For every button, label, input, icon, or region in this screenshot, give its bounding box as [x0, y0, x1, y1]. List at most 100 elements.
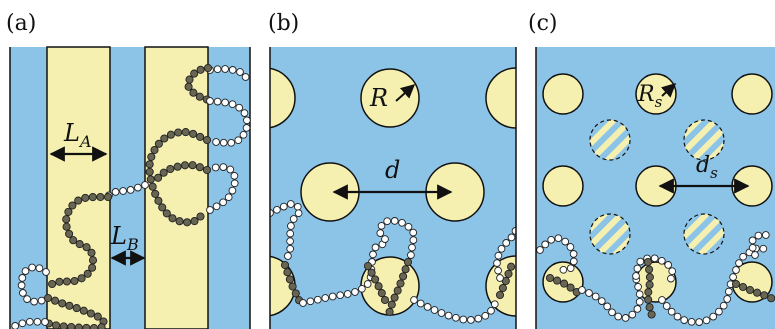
polymer-chain-a [11, 63, 251, 329]
dark-bead [154, 139, 163, 148]
light-bead [228, 100, 237, 109]
light-bead [239, 130, 248, 139]
dark-bead [168, 214, 177, 223]
light-bead [284, 252, 292, 260]
dark-bead [195, 92, 204, 101]
dark-bead [145, 167, 154, 176]
domain-b-1 [270, 67, 296, 129]
dark-bead [58, 299, 67, 308]
dark-bead [103, 192, 113, 202]
light-bead [243, 116, 251, 125]
dark-bead [154, 196, 163, 205]
light-bead [667, 307, 676, 316]
light-bead [230, 171, 239, 180]
domain-b-3 [485, 67, 516, 129]
dark-bead [196, 65, 205, 74]
domain-b-2 [360, 68, 420, 128]
light-bead [650, 254, 659, 263]
panel-a: (a) LA LB [6, 11, 251, 329]
light-bead [371, 243, 380, 252]
dark-bead [399, 272, 408, 281]
light-bead [739, 252, 747, 261]
dark-bead [553, 276, 562, 285]
dark-bead [645, 303, 654, 312]
light-bead [321, 294, 330, 302]
light-bead [748, 236, 757, 245]
light-bead [404, 222, 413, 231]
light-bead [494, 266, 502, 275]
light-bead [224, 193, 233, 202]
light-bead [754, 231, 763, 240]
light-bead [228, 186, 237, 195]
radius-c-arrow [660, 83, 677, 98]
dark-bead [72, 304, 81, 313]
dark-bead [645, 280, 654, 289]
dark-bead [647, 310, 656, 319]
dark-bead [202, 165, 212, 175]
light-bead [621, 314, 630, 322]
light-bead [42, 268, 50, 276]
light-bead [236, 68, 244, 76]
light-bead [206, 206, 214, 214]
light-bead [313, 295, 322, 304]
dark-bead [88, 256, 98, 265]
dark-bead [190, 69, 199, 78]
dark-bead [643, 257, 653, 267]
dark-bead [195, 163, 204, 172]
striped-domain-c-2 [683, 119, 725, 161]
light-bead [293, 202, 302, 211]
dark-bead [166, 164, 175, 174]
light-bead [608, 308, 616, 317]
dark-bead [184, 82, 193, 91]
light-bead [474, 314, 483, 323]
dark-bead [79, 306, 88, 315]
light-bead [566, 243, 575, 251]
dark-bead [196, 132, 205, 141]
light-bead [358, 284, 366, 293]
dark-bead [283, 268, 292, 277]
radius-b-label: R [369, 84, 388, 112]
light-bead [273, 205, 281, 214]
light-bead [28, 263, 36, 272]
light-bead [507, 233, 516, 242]
light-bead [493, 259, 501, 267]
striped-domain-c-4 [683, 213, 725, 255]
dark-bead [68, 201, 77, 210]
light-bead [286, 244, 295, 253]
light-bead [423, 303, 432, 311]
light-bead [33, 317, 42, 326]
dark-bead [147, 152, 156, 161]
light-bead [228, 66, 237, 74]
light-bead [497, 244, 506, 253]
dark-bead [52, 321, 61, 329]
dark-bead [403, 257, 413, 267]
dark-bead [77, 274, 86, 283]
dark-bead [731, 279, 741, 289]
light-bead [18, 319, 27, 328]
light-bead [566, 264, 575, 273]
domain-c-3 [731, 73, 773, 115]
dark-bead [183, 218, 192, 227]
dark-bead [280, 260, 290, 270]
dark-bead [767, 294, 775, 303]
dark-bead [51, 296, 60, 305]
light-bead [35, 264, 44, 273]
dark-bead [285, 275, 294, 284]
light-bead [459, 315, 468, 324]
dark-bead [62, 277, 71, 286]
dark-bead [175, 217, 184, 226]
dark-bead [738, 282, 748, 292]
dark-bead [189, 88, 198, 97]
light-bead [687, 317, 696, 326]
light-bead [633, 264, 642, 273]
light-bead [709, 312, 718, 321]
light-bead [141, 181, 149, 189]
panel-b: (b) R d [268, 11, 517, 329]
dark-bead [545, 273, 555, 283]
light-bead [702, 316, 711, 325]
light-bead [212, 202, 221, 211]
dark-bead [753, 288, 762, 297]
light-bead [279, 202, 288, 211]
dark-bead [203, 63, 213, 73]
